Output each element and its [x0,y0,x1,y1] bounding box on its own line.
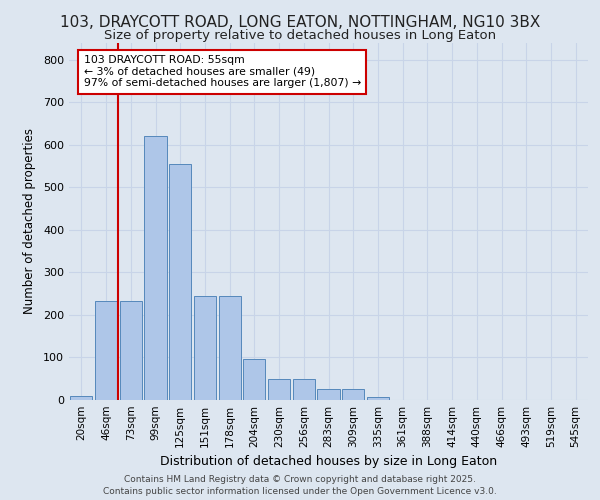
Bar [367,397,389,400]
Text: 103, DRAYCOTT ROAD, LONG EATON, NOTTINGHAM, NG10 3BX: 103, DRAYCOTT ROAD, LONG EATON, NOTTINGH… [60,15,540,30]
Bar [70,396,92,400]
Bar [218,296,241,400]
Y-axis label: Number of detached properties: Number of detached properties [23,128,36,314]
Bar [317,390,340,400]
Bar [243,358,265,400]
Bar [268,378,290,400]
Text: Size of property relative to detached houses in Long Eaton: Size of property relative to detached ho… [104,29,496,42]
Text: Contains HM Land Registry data © Crown copyright and database right 2025.
Contai: Contains HM Land Registry data © Crown c… [103,475,497,496]
Bar [119,302,142,400]
Bar [145,136,167,400]
Bar [95,302,117,400]
Bar [169,164,191,400]
Bar [293,378,315,400]
Bar [194,296,216,400]
Text: 103 DRAYCOTT ROAD: 55sqm
← 3% of detached houses are smaller (49)
97% of semi-de: 103 DRAYCOTT ROAD: 55sqm ← 3% of detache… [84,56,361,88]
Bar [342,390,364,400]
X-axis label: Distribution of detached houses by size in Long Eaton: Distribution of detached houses by size … [160,456,497,468]
